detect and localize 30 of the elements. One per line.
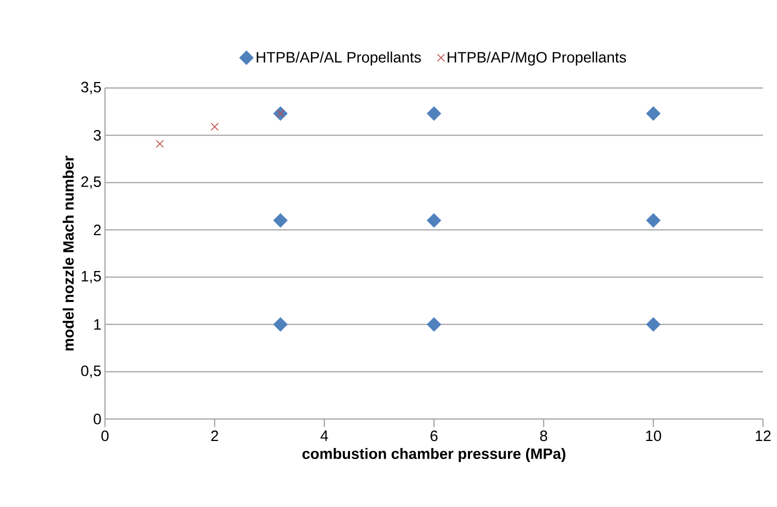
y-axis-title: model nozzle Mach number [62, 156, 74, 350]
legend-label: HTPB/AP/AL Propellants [256, 52, 421, 66]
x-tick-label: 0 [101, 430, 109, 442]
point [276, 110, 284, 118]
point [273, 213, 288, 228]
y-tick-label: 0,5 [81, 366, 101, 378]
x-tick-label: 8 [540, 430, 548, 442]
point [646, 317, 661, 332]
point [156, 140, 164, 148]
x-tick-label: 12 [756, 430, 771, 442]
y-tick-label: 2,5 [81, 176, 101, 189]
point [646, 213, 661, 228]
point [273, 317, 288, 332]
x-tick-label: 4 [320, 430, 328, 441]
legend-label: HTPB/AP/MgO Propellants [448, 52, 626, 66]
y-tick-label: 1 [94, 319, 101, 330]
point [426, 317, 442, 332]
point [210, 122, 219, 131]
point [426, 213, 442, 228]
y-tick-label: 3,5 [81, 82, 101, 94]
y-tick-label: 0 [94, 414, 101, 424]
x-tick-label: 2 [211, 430, 218, 442]
x-axis-title: combustion chamber pressure (MPa) [302, 448, 566, 462]
point [426, 106, 442, 121]
y-tick-label: 2 [94, 224, 101, 236]
point [646, 106, 661, 121]
x-tick-label: 10 [646, 430, 662, 442]
y-tick-label: 1,5 [82, 271, 101, 284]
x-tick-label: 6 [430, 430, 438, 442]
y-tick-label: 3 [94, 130, 101, 141]
